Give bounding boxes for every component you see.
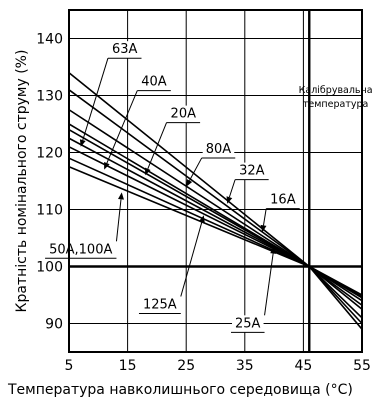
- x-tick-label: 35: [236, 358, 254, 374]
- leader-line: [106, 90, 138, 164]
- curve-label-32A: 32A: [239, 164, 265, 179]
- leader-line: [189, 157, 203, 181]
- curve-label-bg: [108, 41, 141, 59]
- x-tick-label: 55: [353, 358, 371, 374]
- leader-arrowhead: [198, 215, 205, 223]
- leader-line: [147, 122, 168, 170]
- plot-frame: [68, 9, 363, 353]
- leader-line: [82, 58, 109, 141]
- x-tick-label: 5: [65, 358, 74, 374]
- tick-labels: 5 15 25 35 45 55 90 100 110 120 130 140: [36, 32, 371, 375]
- y-tick-label: 110: [36, 203, 63, 219]
- y-tick-label: 120: [36, 146, 63, 162]
- calibration-label-line2: температура: [303, 99, 368, 110]
- grid: [68, 10, 363, 352]
- calibration-reference: Калібрувальна температура: [69, 10, 373, 352]
- leader-line: [115, 199, 122, 242]
- curve-label-bg: [167, 105, 200, 123]
- leader-arrowhead: [145, 167, 151, 176]
- x-tick-label: 15: [119, 358, 137, 374]
- plot-border: [68, 9, 363, 353]
- series-lines: [68, 72, 363, 330]
- leader-line: [262, 208, 267, 226]
- leader-line: [228, 179, 236, 198]
- label-pointers: 63A 40A 20A 80A 32A 16A 50A,100A 125A 25A: [45, 41, 300, 333]
- y-tick-label: 140: [36, 32, 63, 48]
- leader-arrowhead: [104, 161, 110, 170]
- curve-label-bg: [232, 315, 264, 333]
- curve-label-63A: 63A: [112, 42, 138, 57]
- leader-arrowhead: [260, 224, 267, 233]
- leader-arrowhead: [186, 179, 193, 187]
- series-line-125A: [68, 157, 363, 325]
- series-line-16A: [68, 137, 363, 296]
- series-line-50A,100A: [68, 146, 363, 319]
- curve-label-bg: [139, 296, 180, 314]
- x-tick-label: 25: [177, 358, 195, 374]
- leader-arrowhead: [226, 196, 233, 204]
- y-tick-label: 100: [36, 260, 63, 276]
- y-axis-title: Кратність номінального струму (%): [14, 50, 30, 313]
- curve-label-80A: 80A: [206, 142, 232, 157]
- curve-label-125A: 125A: [143, 298, 177, 313]
- x-tick-label: 45: [294, 358, 312, 374]
- x-axis-title: Температура навколишнього середовища (°C…: [7, 382, 353, 398]
- calibration-label-line1: Калібрувальна: [299, 85, 373, 96]
- curve-label-bg: [236, 162, 268, 180]
- leader-arrowhead: [270, 246, 277, 254]
- curve-label-bg: [46, 241, 116, 259]
- curve-label-16A: 16A: [270, 193, 296, 208]
- curve-label-bg: [202, 140, 235, 158]
- leader-line: [264, 253, 274, 316]
- curve-label-20A: 20A: [171, 107, 197, 122]
- leader-line: [180, 221, 203, 297]
- curve-label-50A,100A: 50A,100A: [49, 242, 112, 257]
- curve-label-25A: 25A: [235, 316, 261, 331]
- leader-arrowhead: [79, 139, 86, 147]
- leader-arrowhead: [118, 192, 124, 200]
- curve-label-bg: [267, 191, 299, 209]
- curve-label-bg: [138, 73, 170, 91]
- curve-label-40A: 40A: [141, 75, 167, 90]
- y-tick-label: 130: [36, 89, 63, 105]
- y-tick-label: 90: [45, 317, 63, 333]
